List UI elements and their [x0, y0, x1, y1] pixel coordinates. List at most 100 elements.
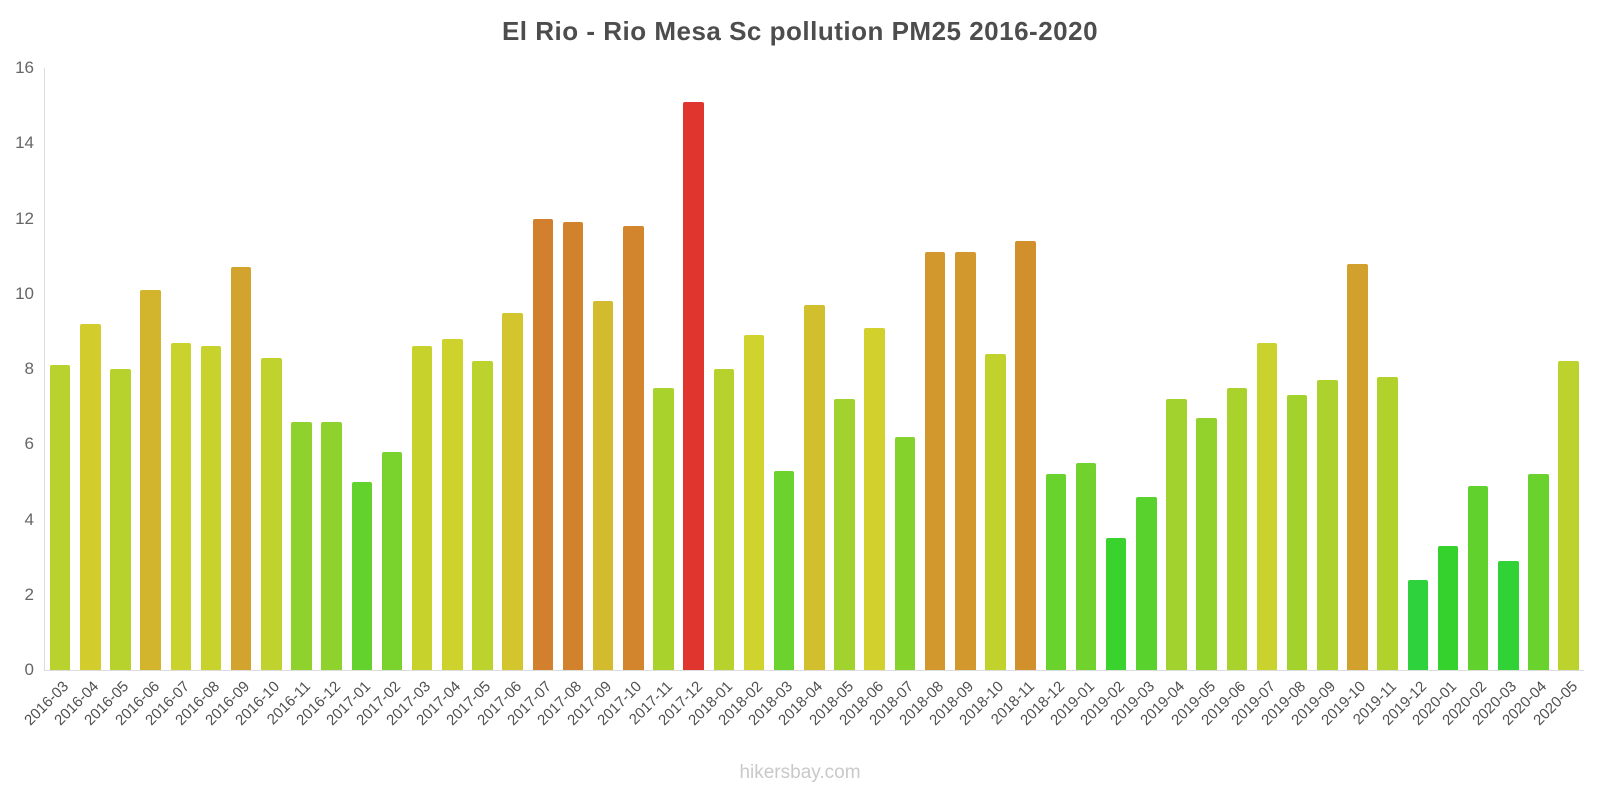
bar-2018-12[interactable]	[1045, 474, 1067, 670]
bar-slot: 2017-08	[534, 68, 588, 729]
bar-2018-04[interactable]	[804, 305, 825, 670]
y-axis-tick-label: 12	[15, 208, 34, 228]
bar-2020-01[interactable]	[1437, 545, 1459, 670]
bar-2017-12[interactable]	[683, 101, 704, 670]
bar-slot: 2017-12	[655, 68, 709, 729]
bar-slot: 2017-06	[474, 68, 528, 729]
bar-slot: 2019-07	[1228, 68, 1282, 729]
y-axis-tick-label: 14	[15, 133, 34, 153]
bar-2018-10[interactable]	[985, 353, 1006, 670]
bar-2018-01[interactable]	[713, 369, 735, 670]
y-axis-tick-label: 16	[15, 58, 34, 77]
bar-2016-12[interactable]	[321, 421, 342, 670]
bar-slot: 2017-09	[564, 68, 618, 729]
bar-slot: 2018-10	[956, 68, 1010, 729]
bar-2017-05[interactable]	[472, 361, 493, 670]
bar-2018-06[interactable]	[864, 327, 885, 670]
y-axis: 0 2 4 6 8 10 12 14 16	[8, 58, 44, 679]
bar-2016-06[interactable]	[140, 290, 161, 670]
bar-2017-07[interactable]	[532, 218, 554, 670]
bar-slot: 2019-10	[1319, 68, 1372, 729]
bar-2016-09[interactable]	[230, 267, 252, 670]
bar-2018-02[interactable]	[743, 335, 765, 670]
y-axis-tick-label: 2	[24, 584, 34, 604]
bar-2017-03[interactable]	[411, 346, 433, 670]
bar-slot: 2019-08	[1258, 68, 1312, 729]
bar-2019-12[interactable]	[1407, 579, 1429, 670]
bar-slot: 2019-05	[1168, 68, 1222, 729]
bar-slot: 2018-03	[745, 68, 799, 729]
bar-2019-10[interactable]	[1347, 263, 1368, 670]
bar-2019-05[interactable]	[1196, 417, 1217, 670]
bar-slot: 2017-03	[383, 68, 437, 729]
bar-slot: 2016-09	[202, 68, 256, 729]
bar-slot: 2017-02	[353, 68, 407, 729]
bar-slot: 2018-02	[715, 68, 769, 729]
bar-2018-03[interactable]	[773, 470, 795, 670]
bar-slot: 2020-03	[1469, 68, 1523, 729]
bar-slot: 2018-12	[1017, 68, 1071, 729]
bar-2016-10[interactable]	[261, 357, 282, 670]
bar-slot: 2019-09	[1288, 68, 1342, 729]
bar-slot: 2019-11	[1350, 68, 1403, 728]
chart-title: El Rio - Rio Mesa Sc pollution PM25 2016…	[501, 16, 1099, 46]
bar-2019-11[interactable]	[1377, 376, 1398, 670]
bar-2019-08[interactable]	[1286, 395, 1308, 670]
bar-slot: 2018-09	[926, 68, 980, 729]
bar-2019-02[interactable]	[1105, 538, 1127, 670]
bar-chart: 0 2 4 6 8 10 12 14 16 2016-03 2016-04 2016-05 2016-…	[8, 58, 1584, 729]
bar-slot: 2017-05	[444, 68, 497, 729]
bar-2020-05[interactable]	[1558, 361, 1579, 670]
bar-2017-01[interactable]	[351, 481, 373, 670]
bar-2017-11[interactable]	[653, 387, 674, 670]
bar-2020-02[interactable]	[1467, 485, 1489, 670]
bar-slot: 2020-02	[1439, 68, 1493, 729]
bar-2019-06[interactable]	[1226, 387, 1248, 670]
bar-2016-07[interactable]	[170, 342, 192, 670]
y-axis-tick-label: 6	[24, 434, 34, 454]
bar-2020-03[interactable]	[1498, 560, 1519, 670]
bar-2018-08[interactable]	[924, 252, 946, 670]
bar-2016-11[interactable]	[291, 421, 312, 670]
bar-2018-11[interactable]	[1015, 241, 1036, 670]
y-axis-tick-label: 8	[24, 359, 34, 378]
bar-2017-02[interactable]	[381, 451, 403, 670]
bar-slot: 2016-03	[21, 68, 75, 729]
bar-2016-03[interactable]	[49, 365, 71, 670]
bar-slot: 2016-06	[112, 68, 166, 729]
bar-2020-04[interactable]	[1528, 474, 1549, 670]
bar-slot: 2018-11	[987, 68, 1041, 728]
bar-2019-03[interactable]	[1136, 496, 1157, 670]
bar-slot: 2018-01	[685, 68, 739, 729]
bar-2019-04[interactable]	[1166, 399, 1187, 670]
bar-2019-09[interactable]	[1317, 380, 1338, 670]
bar-2016-04[interactable]	[80, 323, 101, 670]
bar-slot: 2019-06	[1198, 68, 1252, 729]
bar-2019-01[interactable]	[1075, 463, 1097, 670]
bar-2016-05[interactable]	[110, 369, 131, 670]
bar-2017-06[interactable]	[502, 312, 523, 670]
bar-2018-09[interactable]	[954, 252, 976, 670]
bar-slot: 2019-03	[1107, 68, 1161, 729]
bar-2016-08[interactable]	[200, 346, 222, 670]
bar-2017-04[interactable]	[442, 338, 463, 670]
bar-slot: 2016-10	[232, 68, 286, 729]
bar-2017-08[interactable]	[562, 222, 584, 670]
bar-2018-07[interactable]	[894, 436, 916, 670]
bar-slot: 2016-12	[293, 68, 347, 729]
plot-area: 2016-03 2016-04 2016-05 2016-06 2016-07 2016-…	[21, 68, 1584, 729]
bar-2017-10[interactable]	[623, 226, 644, 670]
bar-2019-07[interactable]	[1256, 342, 1278, 670]
bar-slot: 2016-07	[142, 68, 196, 729]
bar-slot: 2020-01	[1409, 68, 1463, 729]
bar-slot: 2018-04	[775, 68, 829, 729]
bar-slot: 2017-10	[594, 68, 648, 729]
bar-slot: 2017-07	[504, 68, 558, 729]
y-axis-tick-label: 10	[15, 283, 34, 303]
bar-slot: 2018-06	[836, 68, 890, 729]
bar-slot: 2020-04	[1500, 68, 1553, 729]
bar-slot: 2016-08	[172, 68, 226, 729]
bar-2018-05[interactable]	[834, 399, 855, 670]
bar-slot: 2017-11	[625, 68, 678, 728]
bar-2017-09[interactable]	[592, 301, 614, 670]
